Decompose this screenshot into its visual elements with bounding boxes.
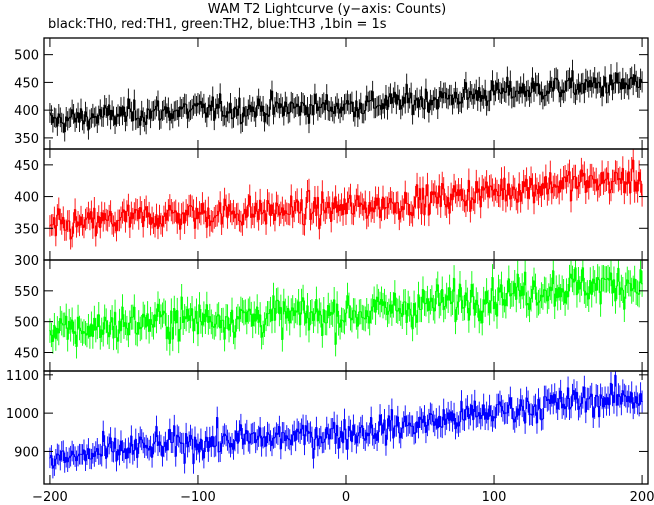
series-line-th3 [49,371,643,479]
y-tick-label: 500 [14,316,39,331]
series-line-th1 [49,149,643,250]
y-tick-label: 550 [14,285,39,300]
x-tick-label: 100 [482,490,507,505]
x-tick-label: 200 [630,490,654,505]
y-tick-label: 1000 [6,407,39,422]
x-tick-label: 0 [342,490,350,505]
y-tick-label: 350 [14,132,39,147]
y-tick-label: 300 [14,254,39,269]
panel-frame-th3 [43,370,649,485]
series-line-th2 [49,260,643,359]
y-tick-label: 1100 [6,369,39,384]
x-tick-label: −100 [180,490,216,505]
y-tick-label: 400 [14,191,39,206]
y-tick-label: 900 [14,445,39,460]
panel-th3: 900 1000 1100 [6,369,649,485]
panel-th1: 300 350 400 450 [14,148,649,269]
y-tick-label: 450 [14,347,39,362]
chart-subtitle: black:TH0, red:TH1, green:TH2, blue:TH3 … [48,17,387,32]
x-axis: −200 −100 0 100 200 [32,490,654,505]
y-tick-label: 450 [14,76,39,91]
panel-th0: 350 400 450 500 [14,37,649,150]
y-tick-label: 350 [14,222,39,237]
y-tick-label: 450 [14,159,39,174]
x-tick-label: −200 [32,490,68,505]
y-tick-label: 500 [14,49,39,64]
chart-title: WAM T2 Lightcurve (y−axis: Counts) [208,2,446,17]
panel-th2: 450 500 550 [14,259,649,372]
panels-group: 350 400 450 500 300 350 400 450 450 500 550 900 1000… [6,37,649,485]
series-line-th0 [49,59,643,142]
y-tick-label: 400 [14,104,39,119]
